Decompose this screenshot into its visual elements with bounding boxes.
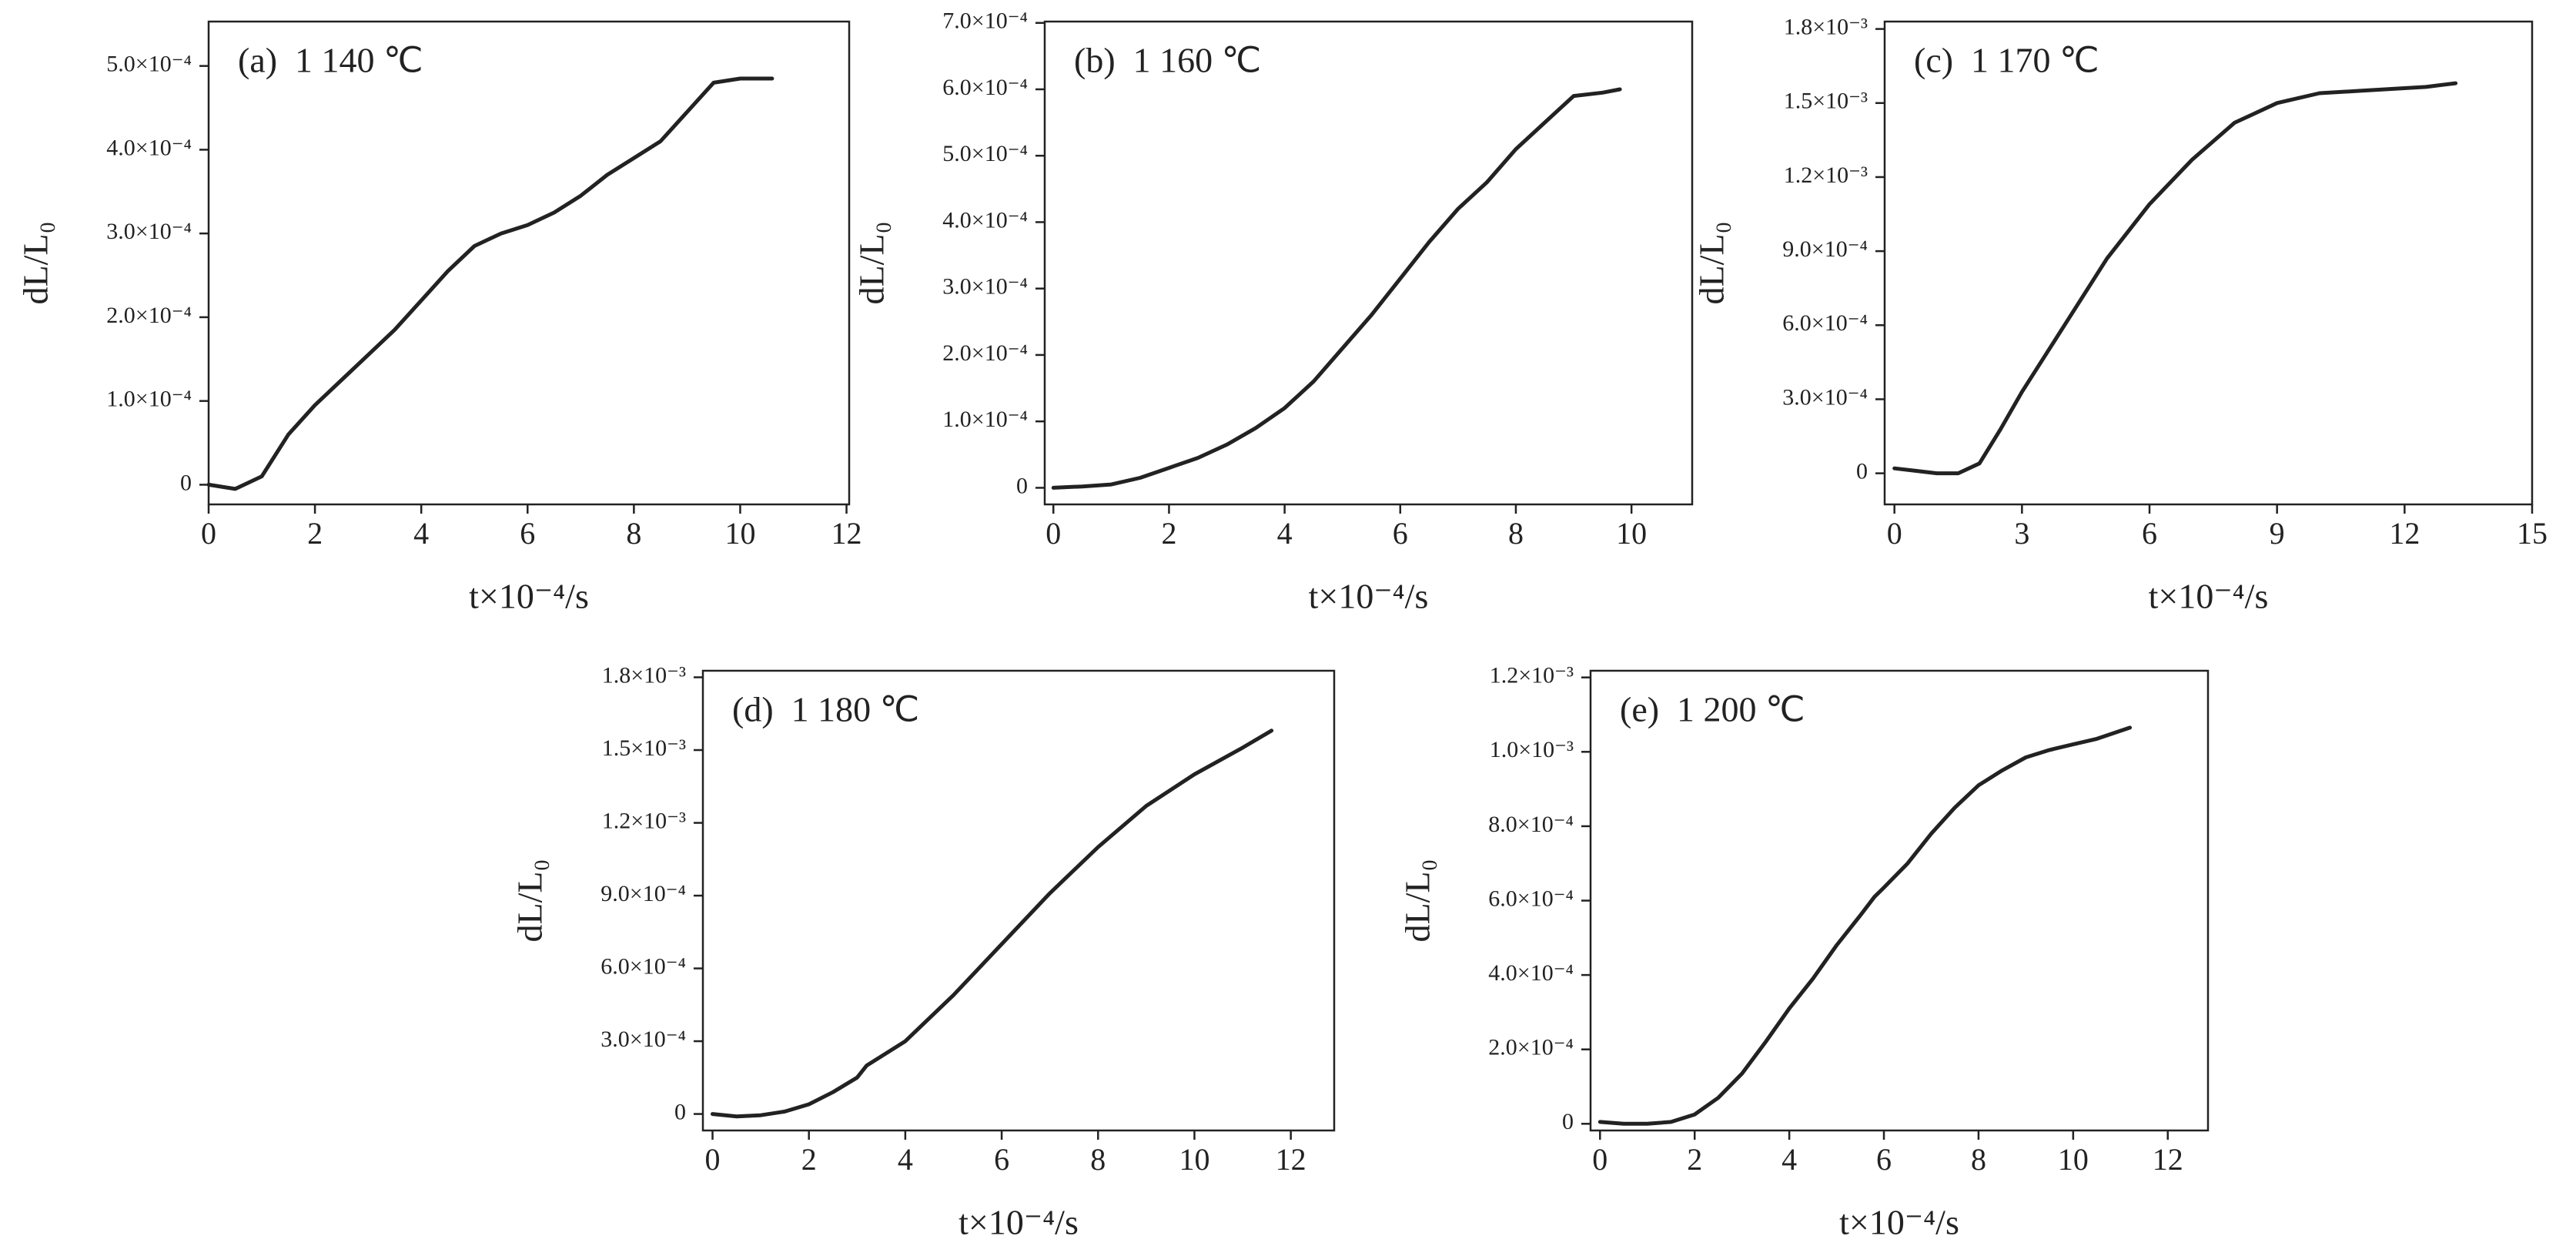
y-tick-label: 2.0×10⁻⁴ [106,303,192,328]
y-tick-label: 4.0×10⁻⁴ [942,207,1028,233]
y-tick-label: 1.5×10⁻³ [1784,89,1868,114]
data-line [711,728,1274,1119]
y-tick-label: 1.5×10⁻³ [602,735,686,761]
y-tick-label: 6.0×10⁻⁴ [1782,310,1868,336]
y-tick-label: 9.0×10⁻⁴ [601,881,686,906]
y-tick-label: 3.0×10⁻⁴ [601,1027,686,1052]
x-tick-label: 10 [1179,1142,1209,1177]
y-tick-label: 6.0×10⁻⁴ [942,75,1028,100]
x-tick-label: 4 [413,516,429,551]
data-line [1597,725,2133,1126]
y-axis-label: dL/L₀ [16,221,55,304]
x-tick-label: 2 [1687,1142,1702,1177]
x-tick-label: 10 [724,516,755,551]
x-tick-label: 12 [1276,1142,1306,1177]
x-tick-label: 10 [1616,516,1647,551]
y-axis-label: dL/L₀ [852,221,892,304]
x-tick-label: 2 [1161,516,1176,551]
x-tick-label: 3 [2014,516,2029,551]
data-line [1892,81,2458,476]
y-tick-label: 0 [180,470,192,495]
x-axis-label: t×10⁻⁴/s [958,1203,1079,1242]
y-tick-label: 1.8×10⁻³ [602,662,686,688]
x-tick-label: 2 [801,1142,817,1177]
y-axis-label: dL/L₀ [1692,221,1731,304]
x-tick-label: 4 [1781,1142,1797,1177]
x-axis-label: t×10⁻⁴/s [1309,577,1429,616]
chart-panel: 0 2 4 6 8 10 12 0 3.0×10⁻⁴ 6.0×10⁻⁴ 9.0×10⁻⁴ 1.2×10… [510,662,1336,1242]
data-line [1051,87,1622,490]
x-tick-label: 8 [626,516,641,551]
chart-panel: 0 3 6 9 12 15 0 3.0×10⁻⁴ 6.0×10⁻⁴ 9.0×10⁻⁴ 1.2×10⁻… [1692,15,2548,616]
x-tick-label: 0 [705,1142,721,1177]
y-tick-label: 0 [674,1099,686,1124]
y-tick-label: 3.0×10⁻⁴ [942,274,1028,300]
x-tick-label: 12 [2153,1142,2183,1177]
x-tick-label: 2 [307,516,323,551]
y-tick-label: 0 [1016,473,1028,498]
y-tick-label: 2.0×10⁻⁴ [942,340,1028,366]
y-tick-label: 1.0×10⁻⁴ [106,387,192,412]
x-tick-label: 0 [1887,516,1902,551]
x-tick-label: 10 [2058,1142,2089,1177]
x-tick-label: 6 [2142,516,2157,551]
x-tick-label: 8 [1508,516,1524,551]
y-tick-label: 2.0×10⁻⁴ [1488,1035,1574,1060]
panel-annotation: (e) 1 200 ℃ [1620,690,1805,729]
x-tick-label: 4 [1277,516,1293,551]
y-tick-label: 7.0×10⁻⁴ [942,8,1028,34]
x-tick-label: 8 [1090,1142,1106,1177]
y-tick-label: 4.0×10⁻⁴ [106,135,192,160]
plot-frame [701,669,1336,1132]
x-tick-label: 0 [1045,516,1061,551]
y-tick-label: 4.0×10⁻⁴ [1488,960,1574,986]
y-tick-label: 5.0×10⁻⁴ [106,52,192,77]
y-tick-label: 6.0×10⁻⁴ [1488,886,1574,911]
y-tick-label: 0 [1856,459,1868,484]
data-line [206,76,774,491]
y-tick-label: 1.2×10⁻³ [602,808,686,833]
x-tick-label: 0 [1592,1142,1607,1177]
x-tick-label: 6 [520,516,535,551]
panel-annotation: (a) 1 140 ℃ [238,41,423,80]
y-tick-label: 9.0×10⁻⁴ [1782,236,1868,262]
plot-frame [207,20,851,506]
chart-panel: 0 2 4 6 8 10 12 0 2.0×10⁻⁴ 4.0×10⁻⁴ 6.0×10⁻⁴ 8.0×10… [1398,663,2210,1242]
y-tick-label: 1.2×10⁻³ [1490,663,1574,688]
x-axis-label: t×10⁻⁴/s [2149,577,2269,616]
y-tick-label: 0 [1562,1109,1574,1134]
x-axis-label: t×10⁻⁴/s [1839,1203,1959,1242]
y-tick-label: 3.0×10⁻⁴ [1782,384,1868,410]
x-tick-label: 0 [201,516,216,551]
chart-panel: 0 2 4 6 8 10 12 0 1.0×10⁻⁴ 2.0×10⁻⁴ 3.0×10⁻⁴ 4.0×10… [16,20,862,616]
x-tick-label: 12 [2389,516,2420,551]
panel-annotation: (c) 1 170 ℃ [1914,41,2099,80]
y-tick-label: 3.0×10⁻⁴ [106,219,192,244]
x-axis-label: t×10⁻⁴/s [469,577,589,616]
x-tick-label: 6 [1876,1142,1892,1177]
x-tick-label: 4 [898,1142,913,1177]
y-tick-label: 1.0×10⁻⁴ [942,407,1028,432]
plot-frame [1883,20,2534,506]
y-axis-label: dL/L₀ [510,859,550,942]
x-tick-label: 12 [831,516,862,551]
x-tick-label: 9 [2270,516,2285,551]
y-tick-label: 1.0×10⁻³ [1490,737,1574,762]
panel-annotation: (b) 1 160 ℃ [1074,41,1261,80]
y-tick-label: 6.0×10⁻⁴ [601,953,686,979]
y-tick-label: 1.2×10⁻³ [1784,162,1868,188]
y-tick-label: 8.0×10⁻⁴ [1488,812,1574,837]
y-tick-label: 1.8×10⁻³ [1784,15,1868,40]
chart-panel: 0 2 4 6 8 10 0 1.0×10⁻⁴ 2.0×10⁻⁴ 3.0×10⁻⁴ 4.0×10⁻⁴… [852,8,1694,616]
plot-frame [1043,20,1694,506]
y-tick-label: 5.0×10⁻⁴ [942,141,1028,166]
x-tick-label: 15 [2517,516,2548,551]
x-tick-label: 8 [1971,1142,1986,1177]
panel-annotation: (d) 1 180 ℃ [732,690,919,729]
plot-frame [1589,669,2210,1132]
x-tick-label: 6 [1393,516,1408,551]
x-tick-label: 6 [994,1142,1009,1177]
y-axis-label: dL/L₀ [1398,859,1437,942]
